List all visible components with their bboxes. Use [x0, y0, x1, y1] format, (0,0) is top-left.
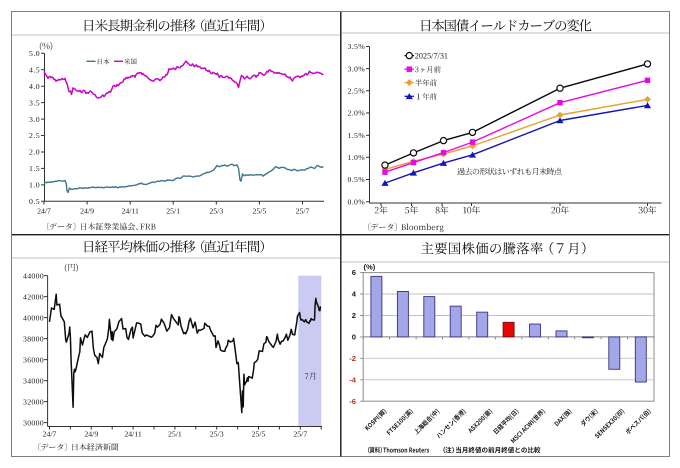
svg-text:5.0: 5.0 [29, 49, 40, 58]
svg-text:2025/7/31: 2025/7/31 [415, 52, 448, 61]
svg-text:40000: 40000 [23, 313, 44, 322]
svg-text:24/9: 24/9 [84, 430, 98, 439]
svg-text:25/3: 25/3 [210, 430, 224, 439]
svg-text:25/5: 25/5 [252, 207, 266, 216]
svg-text:1.5: 1.5 [29, 164, 40, 173]
svg-text:3.0%: 3.0% [348, 64, 366, 73]
svg-text:6: 6 [352, 268, 356, 277]
svg-text:25/1: 25/1 [166, 207, 180, 216]
svg-text:-2: -2 [349, 354, 356, 363]
svg-text:3.5%: 3.5% [348, 42, 366, 51]
svg-text:3.0: 3.0 [29, 115, 40, 124]
svg-text:2.0: 2.0 [29, 148, 40, 157]
svg-text:24/9: 24/9 [80, 207, 94, 216]
svg-text:1.0%: 1.0% [348, 153, 366, 162]
svg-text:(%): (%) [364, 263, 376, 272]
svg-text:0.0%: 0.0% [348, 197, 366, 206]
svg-text:24/7: 24/7 [37, 207, 51, 216]
svg-text:1.5%: 1.5% [348, 131, 366, 140]
svg-text:34000: 34000 [23, 376, 44, 385]
svg-text:2: 2 [352, 311, 356, 320]
svg-text:44000: 44000 [23, 271, 44, 280]
svg-text:2.0%: 2.0% [348, 109, 366, 118]
svg-text:36000: 36000 [23, 355, 44, 364]
svg-text:4: 4 [352, 290, 357, 299]
svg-text:3.5: 3.5 [29, 98, 40, 107]
svg-text:24/11: 24/11 [124, 430, 142, 439]
svg-text:25/7: 25/7 [293, 430, 307, 439]
svg-text:2.5: 2.5 [29, 131, 40, 140]
svg-text:0.5: 0.5 [29, 197, 40, 206]
svg-text:38000: 38000 [23, 334, 44, 343]
svg-text:25/1: 25/1 [168, 430, 182, 439]
svg-text:4.0: 4.0 [29, 82, 40, 91]
svg-text:1.0: 1.0 [29, 181, 40, 190]
svg-text:4.5: 4.5 [29, 65, 40, 74]
svg-text:25/5: 25/5 [252, 430, 266, 439]
svg-text:2.5%: 2.5% [348, 87, 366, 96]
svg-text:30000: 30000 [23, 418, 44, 427]
svg-text:-4: -4 [349, 375, 357, 384]
svg-text:32000: 32000 [23, 397, 44, 406]
svg-text:-6: -6 [349, 397, 356, 406]
svg-text:42000: 42000 [23, 292, 44, 301]
svg-text:24/7: 24/7 [43, 430, 57, 439]
svg-text:0: 0 [352, 333, 356, 342]
svg-text:25/7: 25/7 [296, 207, 310, 216]
svg-text:25/3: 25/3 [209, 207, 223, 216]
svg-text:24/11: 24/11 [121, 207, 139, 216]
svg-text:0.5%: 0.5% [348, 175, 366, 184]
